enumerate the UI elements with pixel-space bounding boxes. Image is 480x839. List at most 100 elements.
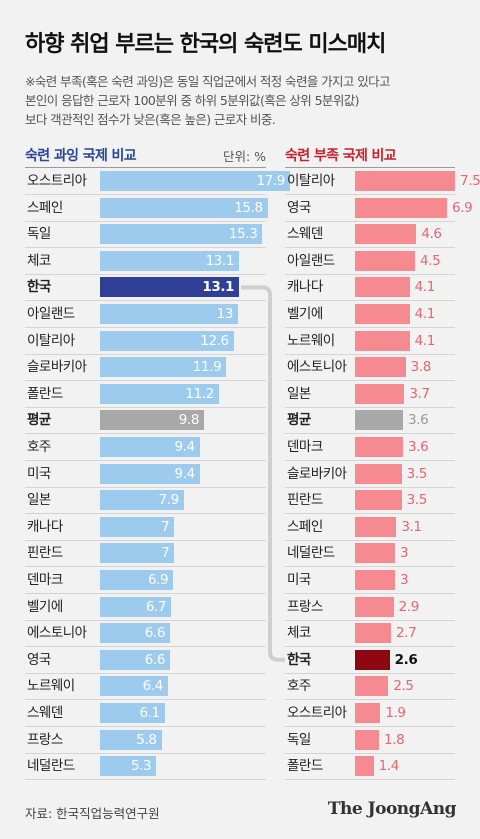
right-bar xyxy=(355,383,405,404)
right-bar xyxy=(355,197,447,218)
left-bar xyxy=(100,463,200,484)
left-country-label: 일본 xyxy=(27,492,51,509)
right-bar xyxy=(355,171,455,191)
left-value-label: 13.1 xyxy=(202,279,235,296)
korea-connector-line xyxy=(241,285,285,662)
left-row: 이탈리아 12.6 xyxy=(25,328,266,355)
right-value-label: 3.8 xyxy=(410,359,432,376)
right-country-label: 체코 xyxy=(287,625,311,642)
left-country-label: 한국 xyxy=(27,279,51,296)
left-country-label: 스웨덴 xyxy=(27,705,63,721)
left-value-label: 6.4 xyxy=(142,678,164,695)
left-bar xyxy=(100,383,219,404)
left-bar xyxy=(100,676,168,697)
right-row: 프랑스 2.9 xyxy=(285,594,455,621)
right-row: 폴란드 1.4 xyxy=(285,753,455,781)
left-row: 노르웨이 6.4 xyxy=(25,673,266,701)
right-row: 호주 2.5 xyxy=(285,673,455,701)
right-row: 일본 3.7 xyxy=(285,381,455,408)
right-row: 에스토니아 3.8 xyxy=(285,354,455,382)
right-bar xyxy=(355,490,402,511)
left-bar xyxy=(100,330,234,351)
left-row: 스웨덴 6.1 xyxy=(25,700,266,727)
right-country-label: 영국 xyxy=(287,199,311,216)
right-row: 슬로바키아 3.5 xyxy=(285,461,455,488)
left-value-label: 5.8 xyxy=(136,731,157,748)
right-value-label: 1.8 xyxy=(384,731,405,748)
left-row: 슬로바키아 11.9 xyxy=(25,354,266,382)
left-country-label: 네덜란드 xyxy=(27,758,75,775)
right-row: 한국 2.6 xyxy=(285,647,455,674)
right-bar xyxy=(355,304,410,324)
left-value-label: 6.9 xyxy=(147,572,169,588)
left-value-label: 5.3 xyxy=(130,758,152,775)
right-bar xyxy=(355,596,394,617)
right-country-label: 독일 xyxy=(287,731,311,748)
left-row: 네덜란드 5.3 xyxy=(25,753,266,781)
left-country-label: 슬로바키아 xyxy=(27,359,87,376)
right-value-label: 4.1 xyxy=(414,332,436,349)
left-value-label: 7 xyxy=(161,545,170,562)
left-bar xyxy=(100,543,175,564)
right-bar xyxy=(355,729,379,750)
right-country-label: 프랑스 xyxy=(287,598,323,615)
right-bar xyxy=(355,570,395,590)
left-value-label: 12.6 xyxy=(200,332,229,349)
right-bar xyxy=(355,277,410,298)
left-value-label: 7.9 xyxy=(158,492,180,509)
left-row: 호주 9.4 xyxy=(25,434,266,461)
right-country-label: 네덜란드 xyxy=(287,545,335,562)
left-row: 평균 9.8 xyxy=(25,407,266,435)
right-bar xyxy=(355,623,391,644)
left-row: 폴란드 11.2 xyxy=(25,381,266,408)
right-bar xyxy=(355,676,389,697)
right-value-label: 3 xyxy=(400,572,409,588)
left-row: 캐나다 7 xyxy=(25,514,266,541)
right-row: 노르웨이 4.1 xyxy=(285,328,455,355)
left-value-label: 6.7 xyxy=(145,598,167,615)
right-row: 네덜란드 3 xyxy=(285,540,455,568)
note-line: ※숙련 부족(혹은 숙련 과잉)은 동일 직업군에서 적정 숙련을 가지고 있다… xyxy=(25,74,390,89)
page-title: 하향 취업 부르는 한국의 숙련도 미스매치 xyxy=(25,32,386,57)
left-country-label: 아일랜드 xyxy=(27,306,75,322)
right-country-label: 일본 xyxy=(287,385,311,402)
left-row: 벨기에 6.7 xyxy=(25,594,266,621)
right-row: 미국 3 xyxy=(285,567,455,594)
left-bar xyxy=(100,516,175,537)
right-value-label: 6.9 xyxy=(452,199,473,216)
brand-logo: The JoongAng xyxy=(327,799,457,819)
right-value-label: 1.9 xyxy=(385,705,406,721)
left-value-label: 9.4 xyxy=(174,439,195,455)
right-value-label: 3 xyxy=(400,545,409,562)
right-value-label: 3.7 xyxy=(409,385,430,402)
right-row: 스페인 3.1 xyxy=(285,514,455,541)
right-bar xyxy=(355,756,374,777)
right-bar xyxy=(355,410,403,431)
right-bar xyxy=(355,463,402,484)
right-row: 독일 1.8 xyxy=(285,727,455,754)
left-bar xyxy=(100,596,172,617)
left-country-label: 핀란드 xyxy=(27,545,63,562)
left-country-label: 오스트리아 xyxy=(27,173,87,189)
right-value-label: 4.6 xyxy=(421,226,442,243)
right-value-label: 7.5 xyxy=(460,173,480,189)
right-country-label: 벨기에 xyxy=(287,306,323,322)
right-value-label: 4.1 xyxy=(414,279,436,296)
right-country-label: 스웨덴 xyxy=(287,226,323,243)
left-bar xyxy=(100,277,240,298)
left-bar xyxy=(100,490,184,511)
right-bar xyxy=(355,437,403,457)
right-value-label: 1.4 xyxy=(378,758,400,775)
left-country-label: 이탈리아 xyxy=(27,332,75,349)
right-country-label: 노르웨이 xyxy=(287,332,335,349)
right-value-label: 3.1 xyxy=(401,518,422,535)
source-label: 자료: 한국직업능력연구원 xyxy=(25,806,160,821)
right-row: 오스트리아 1.9 xyxy=(285,700,455,727)
right-value-label: 2.6 xyxy=(394,651,418,668)
left-country-label: 독일 xyxy=(27,226,51,243)
unit-label: 단위: % xyxy=(222,149,266,164)
right-country-label: 스페인 xyxy=(287,518,323,535)
right-row: 평균 3.6 xyxy=(285,407,455,435)
right-row: 벨기에 4.1 xyxy=(285,301,455,328)
